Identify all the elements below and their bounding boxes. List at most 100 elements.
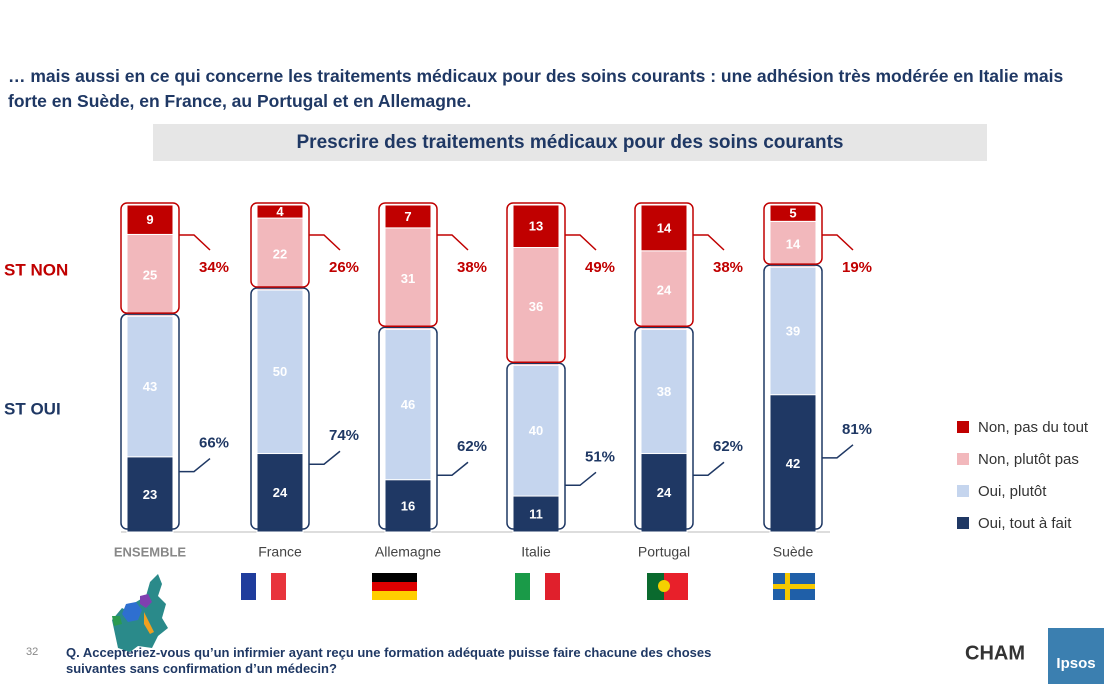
subtotal-label: 19% <box>842 259 872 276</box>
legend-label: Non, plutôt pas <box>978 451 1079 468</box>
legend-swatch <box>957 485 969 497</box>
value-label: 50 <box>273 364 287 379</box>
value-label: 7 <box>404 209 411 224</box>
subtotal-label: 49% <box>585 259 615 276</box>
value-label: 16 <box>401 498 415 513</box>
x-tick-label: Allemagne <box>375 544 441 560</box>
group-label: ST NON <box>4 260 68 279</box>
value-label: 38 <box>657 384 671 399</box>
bracket <box>120 202 180 314</box>
bar-segment <box>769 394 817 533</box>
legend-label: Oui, plutôt <box>978 483 1047 500</box>
value-label: 9 <box>146 212 153 227</box>
subtotal-label: 62% <box>457 438 487 455</box>
bracket-pointer <box>437 234 469 251</box>
bracket-pointer <box>822 234 854 251</box>
bar-segment <box>384 227 432 330</box>
logo-ipsos-box <box>1048 628 1104 684</box>
bar-segment <box>512 247 560 366</box>
page-number: 32 <box>26 646 39 658</box>
x-tick-label: ENSEMBLE <box>114 544 187 559</box>
x-tick-label: Portugal <box>638 544 690 560</box>
bar-segment <box>126 315 174 458</box>
bar-segment <box>640 204 688 252</box>
bar-segment <box>640 250 688 330</box>
bracket <box>378 202 438 328</box>
bar-segment <box>384 204 432 229</box>
subtotal-label: 62% <box>713 438 743 455</box>
legend-label: Oui, tout à fait <box>978 515 1072 532</box>
subtotal-label: 38% <box>713 259 743 276</box>
value-label: 13 <box>529 219 543 234</box>
bar-segment <box>256 289 304 455</box>
bracket <box>120 313 180 530</box>
value-label: 24 <box>657 485 672 500</box>
bar-segment <box>512 204 560 249</box>
bar-segment <box>769 204 817 222</box>
x-tick-label: France <box>258 544 302 560</box>
value-label: 24 <box>657 282 672 297</box>
value-label: 14 <box>786 237 801 252</box>
bar-segment <box>126 204 174 235</box>
flag-sweden <box>773 573 815 600</box>
bar-segment <box>769 266 817 396</box>
bar-segment <box>126 456 174 533</box>
europe-map <box>112 574 168 652</box>
value-label: 36 <box>529 299 543 314</box>
bracket-pointer <box>565 234 597 251</box>
x-tick-label: Italie <box>521 544 551 560</box>
value-label: 43 <box>143 379 157 394</box>
bar-segment <box>512 364 560 497</box>
bracket <box>250 202 310 288</box>
value-label: 46 <box>401 397 415 412</box>
value-label: 39 <box>786 323 800 338</box>
value-label: 23 <box>143 487 157 502</box>
legend-swatch <box>957 517 969 529</box>
bracket <box>634 202 694 328</box>
bar-segment <box>256 217 304 291</box>
logo-cham: CHAM <box>965 642 1025 664</box>
x-tick-label: Suède <box>773 544 814 560</box>
bar-segment <box>640 453 688 533</box>
value-label: 31 <box>401 271 415 286</box>
bracket-pointer <box>437 461 469 476</box>
value-label: 11 <box>529 506 543 521</box>
subtotal-label: 38% <box>457 259 487 276</box>
bracket <box>763 202 823 265</box>
footnote: Q. Accepteriez-vous qu’un infirmier ayan… <box>66 645 712 676</box>
flag-portugal <box>647 573 688 600</box>
headline: … mais aussi en ce qui concerne les trai… <box>8 66 1064 111</box>
bracket-pointer <box>693 461 725 476</box>
bracket <box>763 264 823 530</box>
bar-segment <box>384 328 432 481</box>
value-label: 24 <box>273 485 288 500</box>
value-label: 25 <box>143 268 157 283</box>
bracket-pointer <box>309 234 341 251</box>
subtotal-label: 66% <box>199 435 229 452</box>
bracket <box>506 202 566 363</box>
bracket-pointer <box>822 444 854 459</box>
subtotal-label: 34% <box>199 259 229 276</box>
subtotal-label: 74% <box>329 427 359 444</box>
group-label: ST OUI <box>4 399 61 418</box>
flag-italy <box>515 573 560 600</box>
legend-swatch <box>957 421 969 433</box>
subtotal-label: 51% <box>585 448 615 465</box>
bracket <box>250 287 310 530</box>
legend-label: Non, pas du tout <box>978 419 1089 436</box>
subtotal-label: 81% <box>842 421 872 438</box>
value-label: 22 <box>273 246 287 261</box>
value-label: 42 <box>786 456 800 471</box>
value-label: 40 <box>529 423 543 438</box>
chart-title: Prescrire des traitements médicaux pour … <box>297 132 844 153</box>
legend-swatch <box>957 453 969 465</box>
bracket-pointer <box>693 234 725 251</box>
bar-segment <box>126 233 174 317</box>
bracket-pointer <box>565 471 597 487</box>
bar-segment <box>640 328 688 455</box>
bracket <box>634 326 694 530</box>
logo-ipsos: Ipsos <box>1056 655 1095 672</box>
bar-segment <box>256 204 304 219</box>
